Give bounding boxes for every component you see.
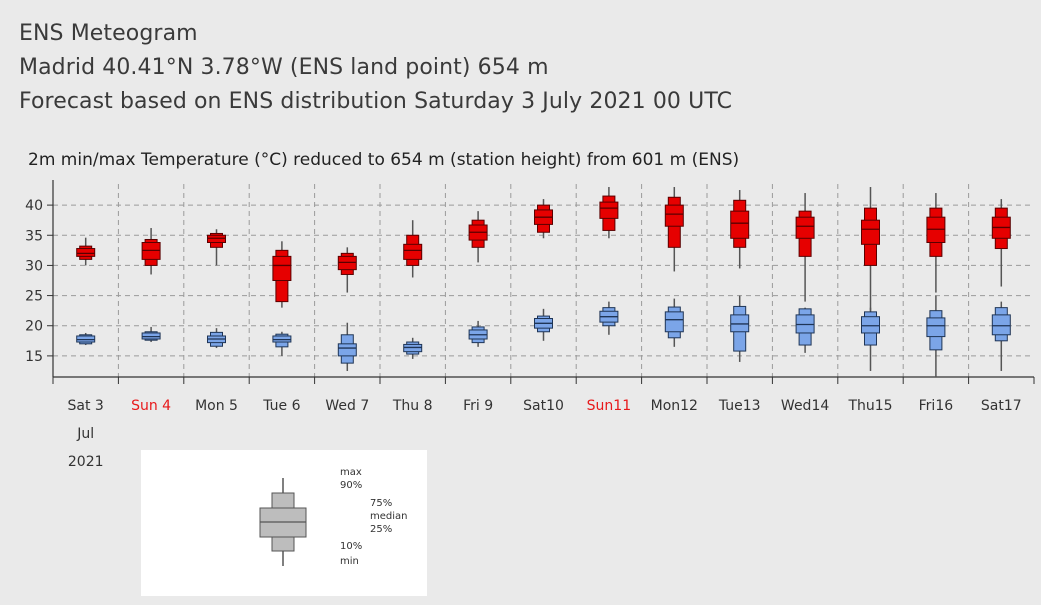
max-temperature-box: [926, 193, 946, 293]
max-temperature-box: [272, 241, 292, 308]
inner-box: [664, 311, 684, 333]
y-tick-label: 30: [25, 258, 43, 274]
inner-box: [926, 317, 946, 338]
inner-box: [991, 314, 1011, 336]
location-line: Madrid 40.41°N 3.78°W (ENS land point) 6…: [19, 55, 549, 80]
inner-box: [337, 343, 357, 357]
day-label: Tue13: [718, 398, 761, 414]
day-label: Sun 4: [131, 398, 171, 414]
min-temperature-box: [272, 331, 292, 356]
legend-min-label: min: [340, 556, 359, 567]
meteogram-title: ENS Meteogram: [19, 21, 198, 46]
max-temperature-box: [861, 187, 880, 311]
min-temperature-box: [403, 337, 423, 359]
inner-box: [861, 316, 880, 334]
legend-median-label: median: [370, 511, 408, 522]
max-temperature-box: [730, 190, 750, 269]
inner-box: [730, 210, 750, 239]
y-tick-label: 20: [25, 319, 43, 335]
boxplot-legend: max 90% 75% median 25% 10% min: [141, 450, 427, 596]
max-temperature-box: [599, 187, 619, 239]
forecast-line: Forecast based on ENS distribution Satur…: [19, 89, 733, 114]
inner-box: [795, 216, 815, 239]
legend-p10-label: 10%: [340, 541, 363, 552]
max-temperature-box: [991, 199, 1011, 287]
day-label: Fri 9: [463, 398, 493, 414]
day-label: Thu15: [847, 398, 892, 414]
min-temperature-box: [337, 322, 357, 371]
day-label: Sat17: [981, 398, 1022, 414]
day-label: Sun11: [587, 398, 631, 414]
min-temperature-box: [76, 332, 96, 346]
max-temperature-box: [534, 199, 553, 239]
legend-p90-label: 90%: [340, 480, 363, 491]
day-label: Sat 3: [68, 398, 104, 414]
max-temperature-box: [337, 247, 357, 293]
inner-box: [272, 255, 292, 281]
day-label: Thu 8: [392, 398, 433, 414]
min-temperature-box: [730, 295, 750, 362]
legend-box-graphic: [259, 478, 307, 566]
min-temperature-box: [664, 298, 684, 347]
max-temperature-box: [468, 211, 488, 263]
max-temperature-box: [207, 229, 226, 266]
day-label: Sat10: [523, 398, 564, 414]
legend-max-label: max: [340, 467, 362, 478]
min-temperature-box: [141, 326, 161, 343]
min-temperature-box: [926, 295, 946, 377]
y-tick-label: 40: [25, 198, 43, 214]
inner-box: [76, 248, 96, 257]
max-temperature-box: [795, 193, 815, 302]
day-label: Wed14: [781, 398, 829, 414]
chart-title: 2m min/max Temperature (°C) reduced to 6…: [28, 150, 740, 170]
min-temperature-box: [534, 308, 553, 341]
date-label: 2021: [68, 454, 104, 470]
min-temperature-box: [795, 307, 815, 353]
day-label: Wed 7: [325, 398, 369, 414]
y-tick-label: 35: [25, 228, 43, 244]
day-label: Fri16: [919, 398, 954, 414]
y-tick-label: 15: [25, 349, 43, 365]
legend-p75-label: 75%: [370, 498, 393, 509]
y-tick-label: 25: [25, 289, 43, 305]
date-label: Jul: [76, 426, 94, 442]
min-temperature-box: [991, 301, 1011, 371]
inner-box: [664, 204, 684, 227]
max-temperature-box: [76, 237, 96, 266]
legend-p25-label: 25%: [370, 524, 393, 535]
max-temperature-box: [141, 228, 161, 275]
min-temperature-box: [468, 320, 488, 347]
inner-box: [861, 219, 880, 245]
inner-box: [403, 243, 423, 260]
max-temperature-box: [403, 220, 423, 278]
day-label: Mon 5: [195, 398, 238, 414]
day-label: Tue 6: [262, 398, 300, 414]
day-label: Mon12: [651, 398, 698, 414]
min-temperature-box: [599, 301, 619, 335]
max-temperature-box: [664, 187, 684, 272]
min-temperature-box: [861, 307, 880, 371]
inner-box: [599, 201, 619, 219]
min-temperature-box: [207, 328, 226, 349]
temperature-boxplot-chart: 15 20 25 30 35 40 Sat 3 Jul 2021 Sun 4 Mon 5 Tue 6 W…: [25, 180, 1035, 470]
